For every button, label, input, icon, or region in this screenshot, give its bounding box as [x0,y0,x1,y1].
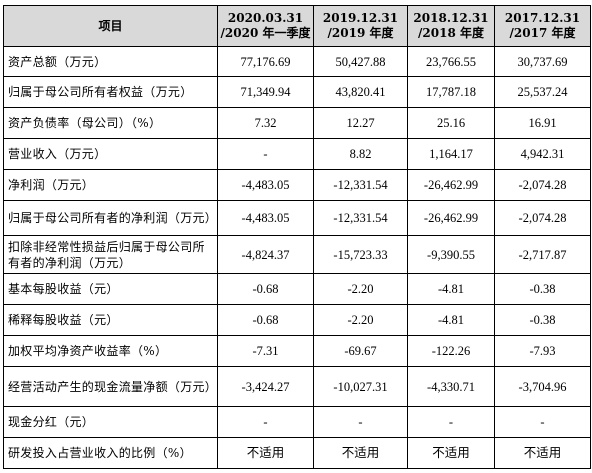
cell-value: -10,027.31 [313,366,408,407]
period-date: 2020.03.31 [227,11,304,25]
row-label: 资产总额（万元） [3,46,218,77]
period-label: /2018 年度 [418,26,484,40]
cell-value: - [313,406,408,438]
cell-value: 50,427.88 [313,46,408,77]
row-label: 资产负债率（母公司）（%） [3,107,218,139]
table-row: 现金分红（元） - - - - [3,406,591,438]
cell-value: -4,330.71 [407,366,495,407]
cell-value: 25,537.24 [494,76,591,108]
period-date: 2019.12.31 [322,11,399,25]
cell-value: 1,164.17 [407,138,495,170]
cell-value: -3,704.96 [494,366,591,407]
period-date: 2018.12.31 [413,11,489,25]
row-label: 现金分红（元） [3,406,218,438]
table-row: 稀释每股收益（元） -0.68 -2.20 -4.81 -0.38 [3,304,591,336]
table-row: 营业收入（万元） - 8.82 1,164.17 4,942.31 [3,138,591,170]
header-row: 项目 2020.03.31/2020 年一季度 2019.12.31/2019 … [3,5,591,47]
cell-value: 不适用 [313,437,408,469]
cell-value: -7.93 [494,335,591,367]
cell-value: -0.68 [217,304,314,336]
cell-value: 不适用 [494,437,591,469]
cell-value: -4,824.37 [217,235,314,274]
cell-value: 4,942.31 [494,138,591,170]
period-date: 2017.12.31 [504,11,581,25]
cell-value: -2,717.87 [494,235,591,274]
row-label: 经营活动产生的现金流量净额（万元） [3,366,218,407]
header-period-4: 2017.12.31/2017 年度 [494,5,591,47]
cell-value: - [217,406,314,438]
row-label: 扣除非经常性损益后归属于母公司所有者的净利润（万元） [3,235,218,274]
row-label: 基本每股收益（元） [3,273,218,305]
cell-value: 30,737.69 [494,46,591,77]
cell-value: 不适用 [217,437,314,469]
row-label: 归属于母公司所有者的净利润（万元） [3,200,218,236]
cell-value: -122.26 [407,335,495,367]
cell-value: -12,331.54 [313,169,408,201]
header-item: 项目 [3,5,218,47]
cell-value: -26,462.99 [407,200,495,236]
cell-value: 71,349.94 [217,76,314,108]
table-row: 归属于母公司所有者权益（万元） 71,349.94 43,820.41 17,7… [3,76,591,108]
cell-value: -26,462.99 [407,169,495,201]
table-row: 基本每股收益（元） -0.68 -2.20 -4.81 -0.38 [3,273,591,305]
cell-value: 77,176.69 [217,46,314,77]
cell-value: -7.31 [217,335,314,367]
cell-value: 25.16 [407,107,495,139]
cell-value: -12,331.54 [313,200,408,236]
table-row: 资产负债率（母公司）（%） 7.32 12.27 25.16 16.91 [3,107,591,139]
table-row: 归属于母公司所有者的净利润（万元） -4,483.05 -12,331.54 -… [3,200,591,236]
row-label: 研发投入占营业收入的比例（%） [3,437,218,469]
cell-value: 7.32 [217,107,314,139]
cell-value: -2,074.28 [494,169,591,201]
table-row: 经营活动产生的现金流量净额（万元） -3,424.27 -10,027.31 -… [3,366,591,407]
cell-value: -4.81 [407,273,495,305]
header-period-2: 2019.12.31/2019 年度 [313,5,408,47]
table-row: 加权平均净资产收益率（%） -7.31 -69.67 -122.26 -7.93 [3,335,591,367]
cell-value: 12.27 [313,107,408,139]
cell-value: -4,483.05 [217,169,314,201]
header-period-1: 2020.03.31/2020 年一季度 [217,5,314,47]
period-label: /2020 年一季度 [220,26,311,40]
cell-value: -2.20 [313,304,408,336]
cell-value: -0.38 [494,273,591,305]
cell-value: 17,787.18 [407,76,495,108]
cell-value: -2.20 [313,273,408,305]
cell-value: -4,483.05 [217,200,314,236]
row-label: 加权平均净资产收益率（%） [3,335,218,367]
table-row: 研发投入占营业收入的比例（%） 不适用 不适用 不适用 不适用 [3,437,591,469]
table-row: 净利润（万元） -4,483.05 -12,331.54 -26,462.99 … [3,169,591,201]
cell-value: -15,723.33 [313,235,408,274]
cell-value: 23,766.55 [407,46,495,77]
cell-value: -9,390.55 [407,235,495,274]
period-label: /2017 年度 [509,26,576,40]
cell-value: -69.67 [313,335,408,367]
row-label: 稀释每股收益（元） [3,304,218,336]
cell-value: -2,074.28 [494,200,591,236]
cell-value: - [407,406,495,438]
header-period-3: 2018.12.31/2018 年度 [407,5,495,47]
financial-data-table: 项目 2020.03.31/2020 年一季度 2019.12.31/2019 … [3,5,591,469]
cell-value: 不适用 [407,437,495,469]
cell-value: -0.38 [494,304,591,336]
cell-value: - [217,138,314,170]
cell-value: -3,424.27 [217,366,314,407]
cell-value: - [494,406,591,438]
cell-value: 43,820.41 [313,76,408,108]
row-label: 归属于母公司所有者权益（万元） [3,76,218,108]
period-label: /2019 年度 [327,26,394,40]
cell-value: -0.68 [217,273,314,305]
cell-value: 16.91 [494,107,591,139]
table-row: 资产总额（万元） 77,176.69 50,427.88 23,766.55 3… [3,46,591,77]
cell-value: 8.82 [313,138,408,170]
row-label: 营业收入（万元） [3,138,218,170]
row-label: 净利润（万元） [3,169,218,201]
table-row: 扣除非经常性损益后归属于母公司所有者的净利润（万元） -4,824.37 -15… [3,235,591,274]
cell-value: -4.81 [407,304,495,336]
